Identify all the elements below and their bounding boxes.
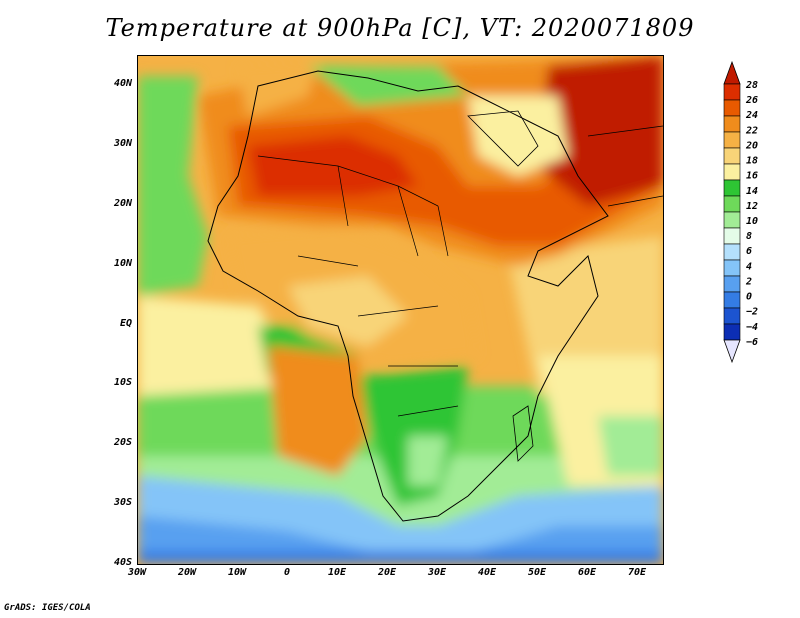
colorbar-label: 6 — [746, 246, 752, 257]
colorbar-swatch — [723, 275, 741, 293]
colorbar-swatch — [723, 211, 741, 229]
colorbar-label: 10 — [746, 216, 758, 227]
colorbar-label: 18 — [746, 156, 758, 167]
colorbar-swatch — [723, 307, 741, 325]
lat-label: 10N — [113, 258, 132, 269]
colorbar-label: 4 — [746, 261, 752, 272]
colorbar-swatch — [723, 291, 741, 309]
colorbar-swatch — [723, 99, 741, 117]
lon-label: 70E — [627, 567, 647, 578]
colorbar-bottom-arrow — [723, 339, 741, 364]
map-title: Temperature at 900hPa [C], VT: 202007180… — [105, 14, 695, 42]
lon-label: 20E — [377, 567, 397, 578]
lat-label: 10S — [113, 377, 132, 388]
lon-label: 10W — [227, 567, 247, 578]
colorbar-label: 8 — [746, 231, 752, 242]
map-field — [138, 56, 663, 564]
colorbar-label: 2 — [745, 276, 752, 287]
colorbar-top-arrow — [723, 60, 741, 85]
lat-label: 30N — [113, 138, 132, 149]
colorbar-swatch — [723, 83, 741, 101]
lat-label: 20S — [113, 437, 132, 448]
lat-label: 20N — [113, 198, 132, 209]
lat-label: 30S — [113, 497, 132, 508]
lon-label: 40E — [477, 567, 497, 578]
colorbar-swatch — [723, 323, 741, 341]
lon-label: 10E — [327, 567, 347, 578]
colorbar-label: 12 — [746, 201, 758, 212]
colorbar-label: 28 — [745, 80, 758, 91]
colorbar-label: −4 — [746, 322, 758, 333]
colorbar-label: 0 — [746, 292, 752, 303]
colorbar-swatch — [723, 179, 741, 197]
colorbar-label: −6 — [746, 337, 758, 348]
colorbar-label: 24 — [745, 110, 758, 121]
colorbar-swatch — [723, 131, 741, 149]
colorbar-label: −2 — [746, 307, 758, 318]
lon-label: 30W — [127, 567, 147, 578]
colorbar-label: 14 — [746, 186, 758, 197]
colorbar-swatch — [723, 227, 741, 245]
colorbar-label: 26 — [745, 95, 758, 106]
lon-label: 20W — [177, 567, 197, 578]
lon-label: 30E — [427, 567, 447, 578]
colorbar-swatch — [723, 163, 741, 181]
lat-label: EQ — [119, 318, 132, 329]
credit-footer: GrADS: IGES/COLA — [4, 603, 91, 613]
lon-label: 0 — [283, 567, 291, 578]
lat-label: 40N — [113, 78, 132, 89]
lon-label: 60E — [577, 567, 597, 578]
colorbar-swatch — [723, 243, 741, 261]
temperature-map — [137, 55, 664, 565]
colorbar-swatch — [723, 115, 741, 133]
colorbar-swatch — [723, 259, 741, 277]
colorbar-label: 20 — [745, 140, 758, 151]
lat-label: 40S — [113, 557, 132, 568]
colorbar-label: 16 — [746, 171, 758, 182]
lon-label: 50E — [527, 567, 547, 578]
colorbar-swatch — [723, 147, 741, 165]
colorbar-label: 22 — [745, 125, 758, 136]
colorbar-swatch — [723, 195, 741, 213]
